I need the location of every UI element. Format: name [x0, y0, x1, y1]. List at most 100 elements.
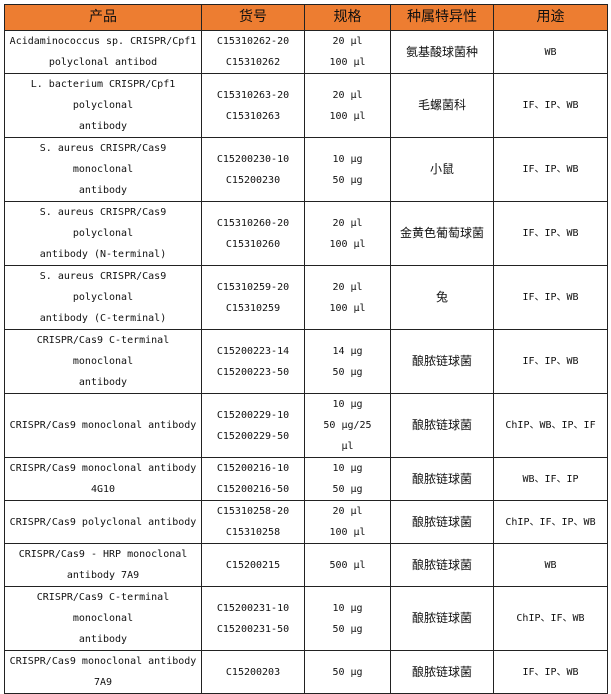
- product-table: 产品 货号 规格 种属特异性 用途 Acidaminococcus sp. CR…: [4, 4, 608, 694]
- species-cell: 酿脓链球菌: [390, 393, 494, 458]
- catalog-cell-line: C15310258: [225, 527, 281, 538]
- size-cell-line: 50 μg: [332, 623, 363, 635]
- species-cell: 小鼠: [390, 137, 494, 202]
- product-cell: CRISPR/Cas9 - HRP monoclonal antibody 7A9: [4, 543, 202, 587]
- size-cell-line: 20 μl: [332, 89, 363, 101]
- catalog-cell-line: C15200231-50: [216, 623, 290, 635]
- table-row: S. aureus CRISPR/Cas9 monoclonal antibody C…: [4, 137, 608, 202]
- table-row: CRISPR/Cas9 polyclonal antibody C15310258…: [4, 500, 608, 544]
- use-cell: IF、IP、WB: [493, 265, 608, 330]
- catalog-cell-line: C15310258-20: [216, 506, 290, 517]
- size-cell-line: 10 μg: [332, 153, 363, 165]
- product-cell: S. aureus CRISPR/Cas9 monoclonal antibody: [4, 137, 202, 202]
- header-product: 产品: [4, 4, 202, 31]
- species-cell: 金黄色葡萄球菌: [390, 201, 494, 266]
- product-cell-line: antibody: [78, 185, 128, 196]
- product-cell: CRISPR/Cas9 polyclonal antibody: [4, 500, 202, 544]
- product-cell-line: S. aureus CRISPR/Cas9: [39, 271, 167, 282]
- catalog-cell: C15200230-10 C15200230: [201, 137, 305, 202]
- size-cell-line: 20 μl: [332, 506, 363, 517]
- product-cell: CRISPR/Cas9 C-terminal monoclonal antibody: [4, 329, 202, 394]
- product-cell-line: S. aureus CRISPR/Cas9: [39, 143, 167, 154]
- size-cell: 20 μl 100 μl: [304, 73, 391, 138]
- size-cell-line: 20 μl: [332, 281, 363, 293]
- size-cell-line: μl: [341, 441, 354, 452]
- size-cell-line: 50 μg/25: [323, 420, 372, 431]
- product-cell: CRISPR/Cas9 C-terminal monoclonal antibody: [4, 586, 202, 651]
- product-cell-line: S. aureus CRISPR/Cas9: [39, 207, 167, 218]
- product-cell-line: antibody: [78, 121, 128, 132]
- size-cell-line: 10 μg: [332, 399, 363, 410]
- product-cell-line: CRISPR/Cas9 monoclonal antibody: [9, 463, 197, 474]
- product-cell: CRISPR/Cas9 monoclonal antibody 7A9: [4, 650, 202, 694]
- catalog-cell-line: C15200230-10: [216, 153, 290, 165]
- use-cell: IF、IP、WB: [493, 137, 608, 202]
- catalog-cell-line: C15310260: [225, 238, 281, 250]
- header-species: 种属特异性: [390, 4, 494, 31]
- size-cell-line: 100 μl: [329, 527, 366, 538]
- table-row: CRISPR/Cas9 monoclonal antibody C15200229…: [4, 393, 608, 458]
- catalog-cell-line: C15310263-20: [216, 89, 290, 101]
- size-cell: 20 μl 100 μl: [304, 201, 391, 266]
- product-cell-line: 7A9: [93, 677, 113, 688]
- catalog-cell-line: C15310263: [225, 110, 281, 122]
- size-cell-line: 10 μg: [332, 463, 363, 474]
- use-cell: IF、IP、WB: [493, 650, 608, 694]
- species-cell: 酿脓链球菌: [390, 650, 494, 694]
- catalog-cell-line: C15200223-50: [216, 366, 290, 378]
- catalog-cell-line: C15200230: [225, 174, 281, 186]
- catalog-cell: C15310258-20 C15310258: [201, 500, 305, 544]
- header-size: 规格: [304, 4, 391, 31]
- size-cell-line: 50 μg: [332, 366, 363, 378]
- product-cell: CRISPR/Cas9 monoclonal antibody: [4, 393, 202, 458]
- product-cell-line: polyclonal: [72, 292, 134, 303]
- product-cell-line: polyclonal antibod: [48, 57, 158, 68]
- size-cell: 10 μg 50 μg: [304, 586, 391, 651]
- size-cell-line: 10 μg: [332, 602, 363, 614]
- catalog-cell-line: C15200216-50: [216, 484, 290, 495]
- size-cell-line: 50 μg: [332, 484, 363, 495]
- use-cell: ChIP、WB、IP、IF: [493, 393, 608, 458]
- size-cell-line: 50 μg: [332, 174, 363, 186]
- size-cell-line: 100 μl: [329, 302, 366, 314]
- catalog-cell-line: C15200223-14: [216, 345, 290, 357]
- use-cell: WB: [493, 30, 608, 74]
- product-cell-line: L. bacterium CRISPR/Cpf1: [30, 79, 176, 90]
- product-cell: S. aureus CRISPR/Cas9 polyclonal antibody …: [4, 201, 202, 266]
- catalog-cell: C15310260-20 C15310260: [201, 201, 305, 266]
- use-cell: IF、IP、WB: [493, 201, 608, 266]
- product-cell-line: CRISPR/Cas9 polyclonal antibody: [9, 516, 197, 528]
- use-cell: ChIP、IF、WB: [493, 586, 608, 651]
- catalog-cell: C15310262-20 C15310262: [201, 30, 305, 74]
- product-cell-line: polyclonal: [72, 100, 134, 111]
- catalog-cell: C15310263-20 C15310263: [201, 73, 305, 138]
- product-cell-line: antibody: [78, 634, 128, 645]
- size-cell-line: 100 μl: [329, 57, 366, 68]
- catalog-cell-line: C15310259: [225, 302, 281, 314]
- product-cell: S. aureus CRISPR/Cas9 polyclonal antibody …: [4, 265, 202, 330]
- product-cell-line: polyclonal: [72, 228, 134, 239]
- table-row: CRISPR/Cas9 - HRP monoclonal antibody 7A9…: [4, 543, 608, 587]
- catalog-cell-line: C15310259-20: [216, 281, 290, 293]
- header-use: 用途: [493, 4, 608, 31]
- product-cell-line: CRISPR/Cas9 C-terminal: [36, 592, 170, 603]
- size-cell-line: 100 μl: [329, 110, 366, 122]
- size-cell: 10 μg 50 μg: [304, 457, 391, 501]
- species-cell: 兔: [390, 265, 494, 330]
- size-cell: 10 μg 50 μg/25 μl: [304, 393, 391, 458]
- table-row: Acidaminococcus sp. CRISPR/Cpf1 polyclona…: [4, 30, 608, 74]
- catalog-cell-line: C15200231-10: [216, 602, 290, 614]
- product-cell: CRISPR/Cas9 monoclonal antibody 4G10: [4, 457, 202, 501]
- product-cell-line: antibody: [78, 377, 128, 388]
- header-row: 产品 货号 规格 种属特异性 用途: [4, 4, 608, 31]
- product-cell-line: CRISPR/Cas9 monoclonal antibody: [9, 656, 197, 667]
- product-cell-line: Acidaminococcus sp. CRISPR/Cpf1: [9, 36, 197, 47]
- product-cell-line: monoclonal: [72, 356, 134, 367]
- catalog-cell-line: C15200216-10: [216, 463, 290, 474]
- catalog-cell-line: C15310260-20: [216, 217, 290, 229]
- table-row: CRISPR/Cas9 monoclonal antibody 7A9 C15200…: [4, 650, 608, 694]
- catalog-cell-line: C15200215: [225, 559, 281, 571]
- catalog-cell: C15200215: [201, 543, 305, 587]
- product-cell-line: CRISPR/Cas9 monoclonal antibody: [9, 420, 197, 431]
- product-cell-line: monoclonal: [72, 613, 134, 624]
